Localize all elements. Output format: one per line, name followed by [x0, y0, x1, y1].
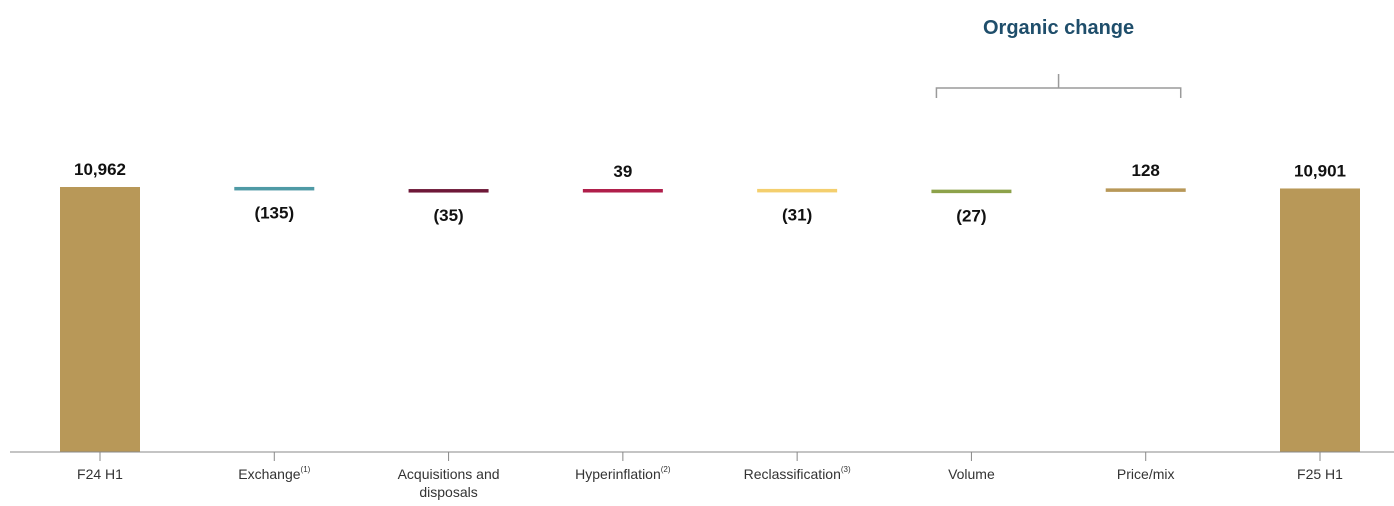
- bar-exchange: [234, 186, 315, 191]
- bars-layer: [60, 186, 1360, 452]
- bar-price-mix: [1105, 188, 1186, 192]
- tick-label-f24-h1: F24 H1: [77, 466, 123, 482]
- value-label-f25-h1: 10,901: [1294, 161, 1346, 180]
- value-label-f24-h1: 10,962: [74, 160, 126, 179]
- tick-label-volume: Volume: [948, 466, 995, 482]
- tick-labels-layer: F24 H1 Exchange(1) Acquisitions and disposa…: [77, 465, 1343, 500]
- value-label-price-mix: 128: [1132, 161, 1160, 180]
- tick-label-f25-h1: F25 H1: [1297, 466, 1343, 482]
- bar-reclassification: [757, 188, 838, 193]
- annotation-bracket: [935, 74, 1182, 98]
- value-label-reclassification: (31): [782, 206, 812, 225]
- ticks-layer: [99, 452, 1321, 461]
- bar-hyperinflation: [582, 189, 663, 193]
- value-label-exchange: (135): [254, 204, 294, 223]
- value-label-acquisitions-and-disposals: (35): [433, 206, 463, 225]
- value-labels-layer: 10,962 (135) (35) 39 (31) (27) 128 10,901: [74, 160, 1346, 225]
- tick-label-price-mix: Price/mix: [1117, 466, 1175, 482]
- bar-volume: [931, 189, 1012, 194]
- tick-label-hyperinflation: Hyperinflation(2): [575, 465, 671, 482]
- bar-f25-h1: [1280, 188, 1360, 452]
- value-label-hyperinflation: 39: [613, 162, 632, 181]
- tick-label-reclassification: Reclassification(3): [744, 465, 851, 482]
- tick-label-exchange: Exchange(1): [238, 465, 310, 482]
- tick-label-acquisitions-and-disposals: Acquisitions and disposals: [398, 466, 500, 500]
- bar-acquisitions-and-disposals: [408, 189, 489, 193]
- value-label-volume: (27): [956, 206, 986, 225]
- annotation-title: Organic change: [983, 17, 1134, 39]
- bar-f24-h1: [60, 187, 140, 452]
